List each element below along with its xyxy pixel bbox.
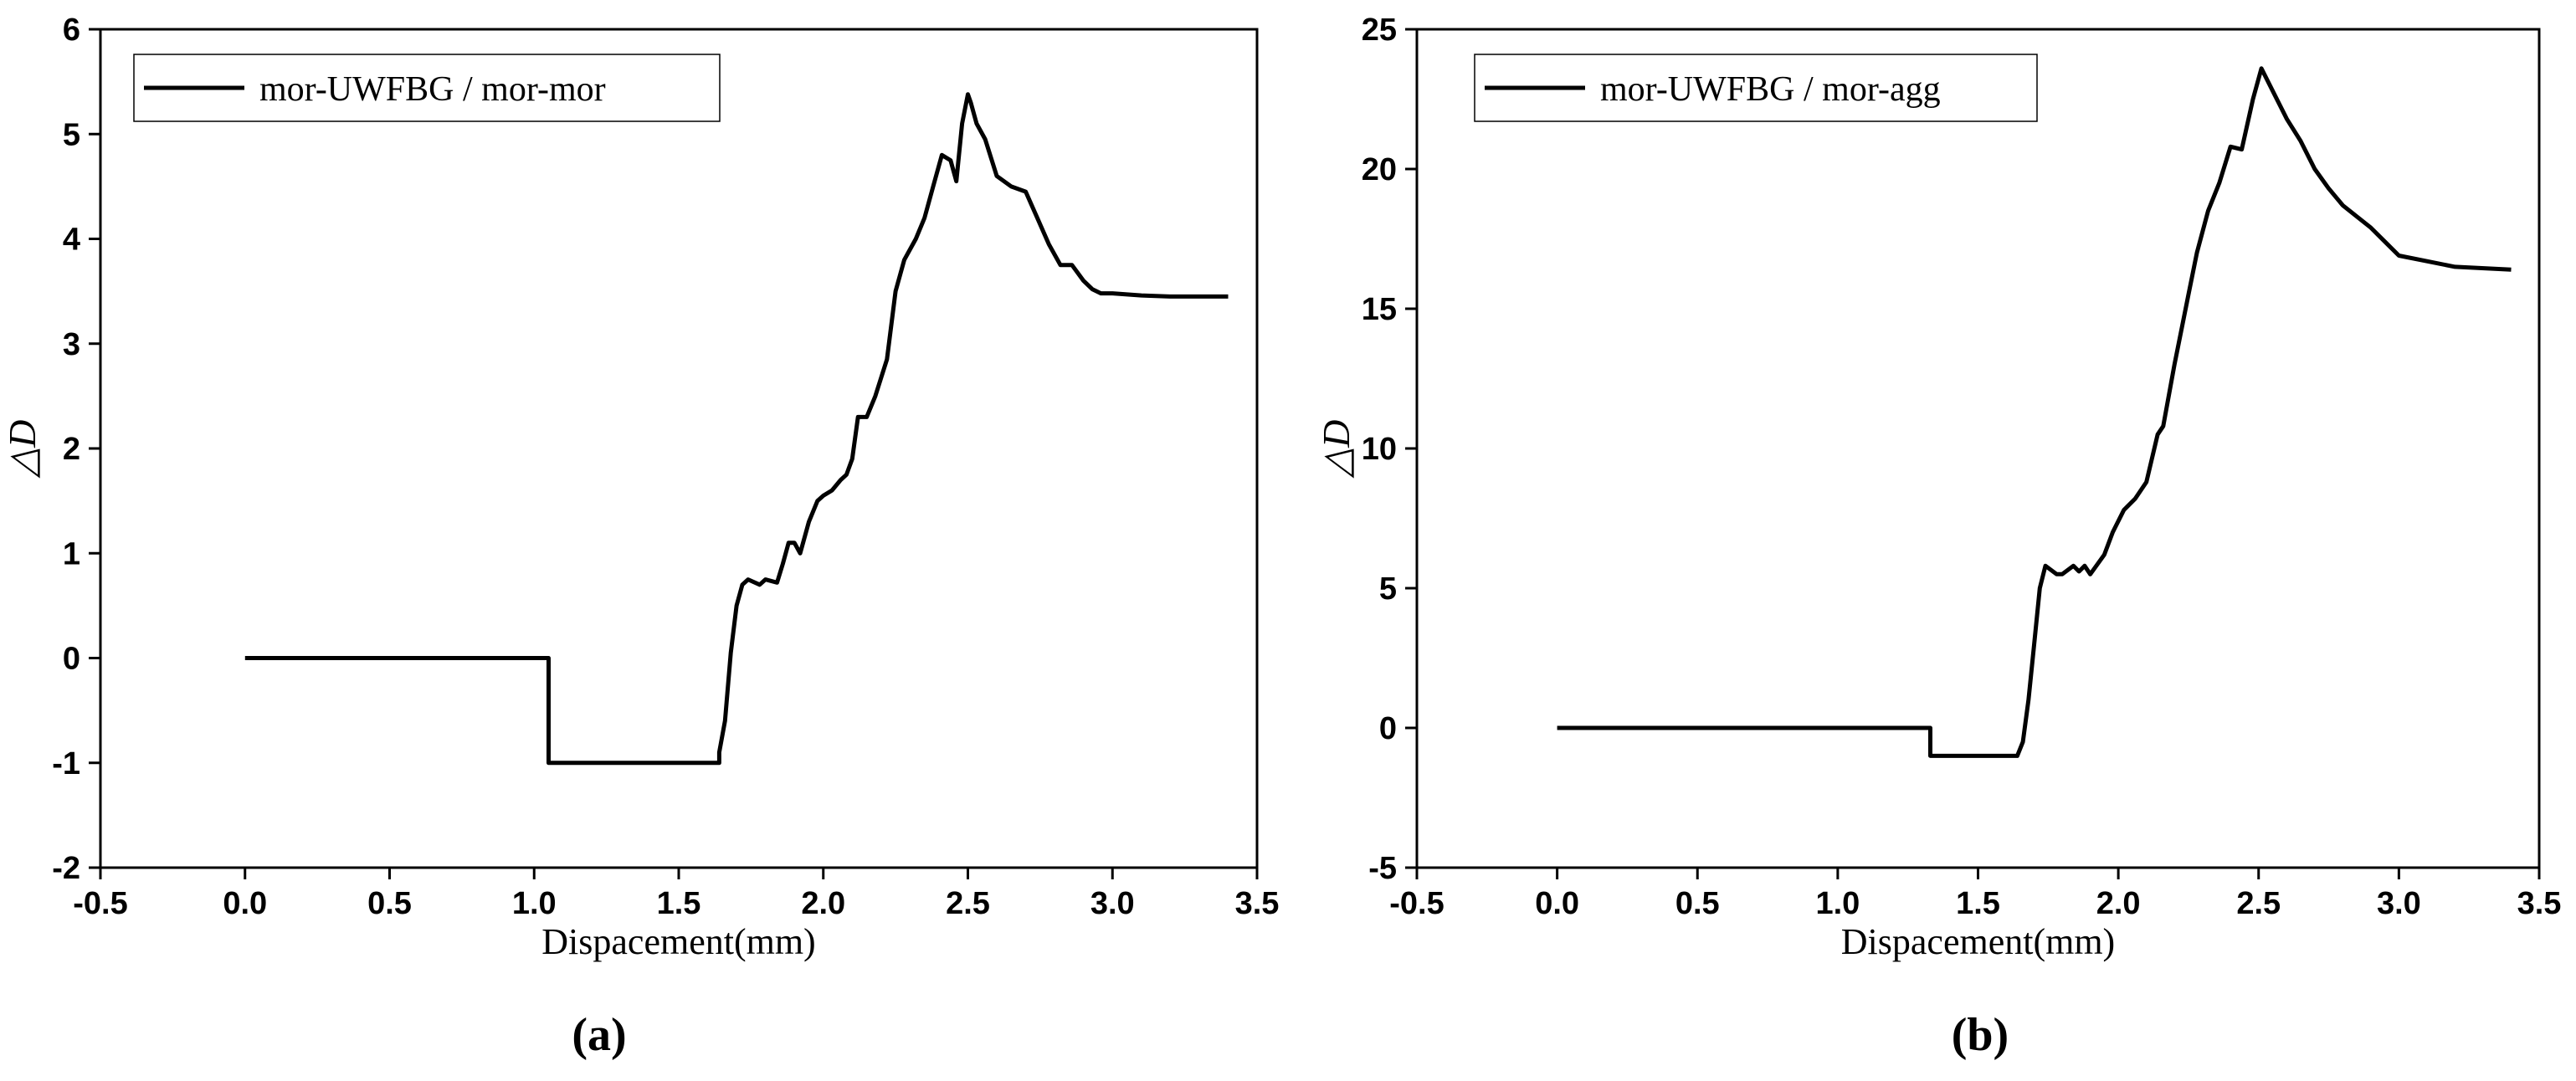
x-tick-label: -0.5: [1389, 886, 1444, 921]
y-tick-label: 3: [63, 327, 80, 362]
y-tick-label: 25: [1362, 13, 1397, 48]
y-tick-label: -2: [52, 851, 80, 886]
y-tick-label: 0: [1379, 711, 1397, 746]
x-tick-label: 3.5: [2517, 886, 2562, 921]
y-tick-label: 10: [1362, 432, 1397, 467]
chart-panel-a: -0.5 0.0 0.5 1.0 1.5 2.0 2.5 3.0 3.5 -2 -1 0 1 2 3 4 5 6 D…: [1, 13, 1279, 1061]
x-tick-label: 3.5: [1235, 886, 1280, 921]
x-tick-label: -0.5: [73, 886, 127, 921]
x-tick-label: 2.0: [2096, 886, 2141, 921]
x-tick-label: 2.0: [801, 886, 845, 921]
x-tick-label: 1.5: [1956, 886, 2000, 921]
y-tick-label: 2: [63, 432, 80, 467]
x-tick-label: 3.0: [1090, 886, 1135, 921]
legend: mor-UWFBG / mor-agg: [1474, 54, 2038, 122]
y-tick-label: 15: [1362, 292, 1397, 327]
y-tick-label: -5: [1368, 851, 1397, 886]
x-tick-label: 0.0: [223, 886, 267, 921]
y-tick-label: 5: [1379, 571, 1397, 607]
x-tick-label: 0.5: [1675, 886, 1720, 921]
y-tick-label: 20: [1362, 152, 1397, 187]
panel-label: (a): [572, 1009, 626, 1061]
y-tick-label: 5: [63, 117, 80, 152]
series-line: [244, 92, 1229, 766]
x-axis-title: Dispacement(mm): [1841, 921, 2115, 962]
legend: mor-UWFBG / mor-mor: [133, 54, 721, 122]
legend-box: [133, 54, 721, 122]
x-tick-label: 1.0: [512, 886, 557, 921]
y-tick-label: 1: [63, 536, 80, 571]
y-tick-label: 6: [63, 13, 80, 48]
x-axis-title: Dispacement(mm): [541, 921, 815, 962]
y-axis-title: △D: [1315, 420, 1357, 479]
legend-label: mor-UWFBG / mor-mor: [259, 70, 606, 109]
x-tick-label: 0.0: [1535, 886, 1579, 921]
legend-label: mor-UWFBG / mor-agg: [1600, 70, 1941, 109]
y-axis-title: △D: [1, 420, 44, 479]
x-tick-label: 1.0: [1815, 886, 1860, 921]
plot-frame: [1415, 28, 2541, 869]
x-tick-label: 2.5: [946, 886, 990, 921]
x-tick-label: 0.5: [367, 886, 412, 921]
x-tick-label: 1.5: [657, 886, 701, 921]
panel-label: (b): [1952, 1009, 2009, 1061]
x-tick-label: 3.0: [2377, 886, 2421, 921]
series-line: [1557, 66, 2512, 758]
x-tick-label: 2.5: [2236, 886, 2281, 921]
plot-frame: [99, 28, 1259, 869]
y-tick-label: 4: [63, 223, 80, 258]
chart-panel-b: -0.5 0.0 0.5 1.0 1.5 2.0 2.5 3.0 3.5 -5 0 5 10 15 20 25…: [1315, 13, 2561, 1061]
y-tick-label: 0: [63, 642, 80, 677]
y-tick-label: -1: [52, 746, 80, 781]
